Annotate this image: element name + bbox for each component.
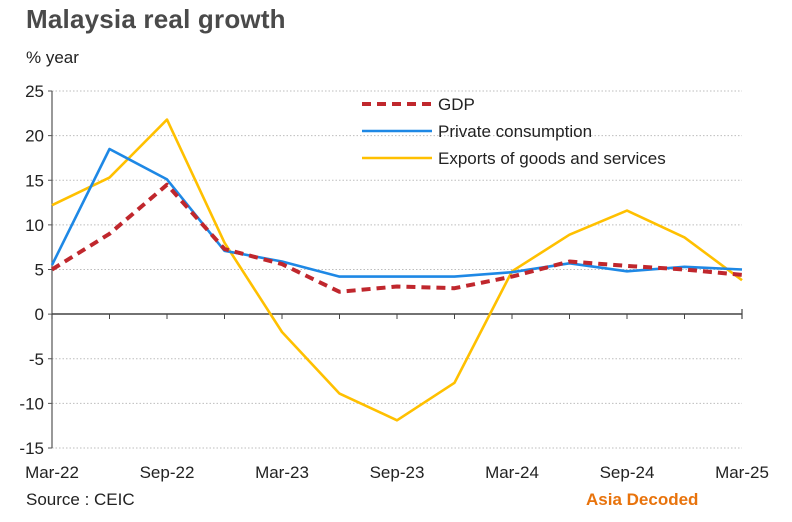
x-tick-label: Mar-22 xyxy=(25,463,79,482)
y-axis-unit-label: % year xyxy=(26,48,79,67)
chart-title: Malaysia real growth xyxy=(26,4,286,34)
series-lines xyxy=(50,118,743,422)
x-tick-label: Mar-24 xyxy=(485,463,539,482)
y-tick-label: 5 xyxy=(35,261,44,280)
x-tick-label: Sep-22 xyxy=(140,463,195,482)
y-tick-label: 0 xyxy=(35,305,44,324)
y-tick-label: -10 xyxy=(19,394,44,413)
brand-label: Asia Decoded xyxy=(586,490,699,509)
y-tick-label: 15 xyxy=(25,171,44,190)
x-tick-label: Sep-24 xyxy=(600,463,655,482)
y-tick-label: -15 xyxy=(19,439,44,458)
legend: GDP Private consumption Exports of goods a… xyxy=(362,95,666,168)
series-line-private-consumption xyxy=(50,147,743,278)
x-tick-label: Mar-25 xyxy=(715,463,769,482)
legend-label: GDP xyxy=(438,95,475,114)
y-tick-labels: -15 -10 -5 0 5 10 15 20 25 xyxy=(19,82,44,458)
y-tick-label: 10 xyxy=(25,216,44,235)
y-tick-label: 20 xyxy=(25,127,44,146)
series-line-exports-of-goods-and-services xyxy=(51,118,743,422)
x-tick-label: Sep-23 xyxy=(370,463,425,482)
legend-label: Private consumption xyxy=(438,122,592,141)
series-line-gdp xyxy=(50,182,743,294)
gridlines xyxy=(52,90,742,449)
y-tick-label: 25 xyxy=(25,82,44,101)
source-note: Source : CEIC xyxy=(26,490,135,509)
x-tick-label: Mar-23 xyxy=(255,463,309,482)
x-tick-labels: Mar-22 Sep-22 Mar-23 Sep-23 Mar-24 Sep-24 Mar-… xyxy=(25,463,769,482)
y-tick-label: -5 xyxy=(29,350,44,369)
legend-label: Exports of goods and services xyxy=(438,149,666,168)
